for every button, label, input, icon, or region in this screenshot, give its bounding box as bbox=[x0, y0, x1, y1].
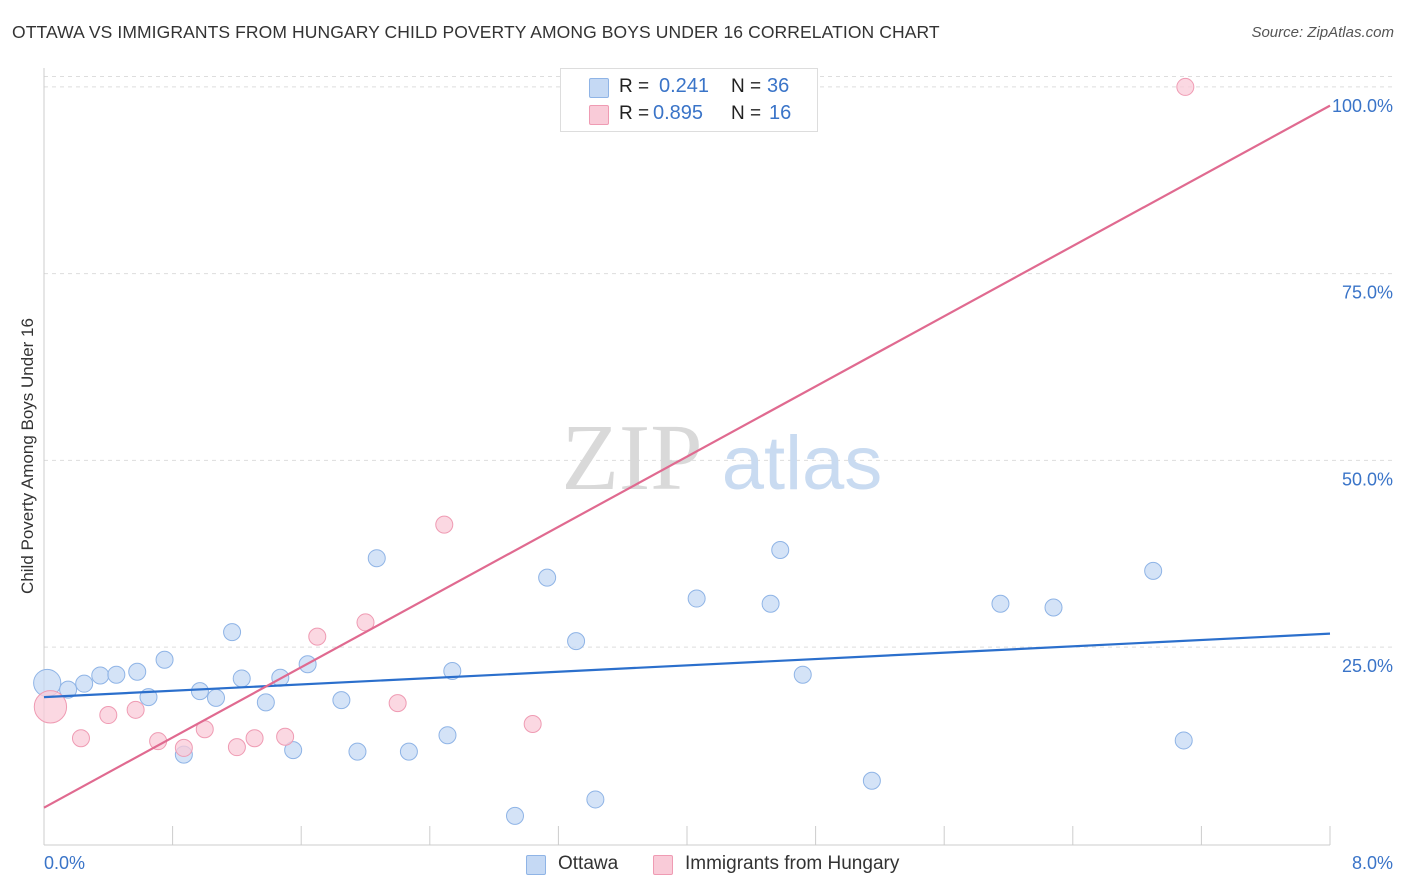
point-hungary bbox=[174, 738, 193, 757]
trend-layer bbox=[43, 104, 1331, 809]
point-ottawa bbox=[1044, 598, 1063, 617]
point-ottawa bbox=[991, 594, 1010, 613]
point-ottawa bbox=[567, 632, 586, 651]
x-tick-label-max: 8.0% bbox=[1352, 853, 1393, 873]
point-ottawa bbox=[761, 594, 780, 613]
point-hungary bbox=[388, 694, 407, 713]
point-ottawa bbox=[771, 540, 790, 559]
point-ottawa bbox=[232, 669, 251, 688]
point-ottawa bbox=[505, 806, 524, 825]
legend-n-value-ottawa: 36 bbox=[767, 75, 790, 97]
y-tick-label: 25.0% bbox=[1342, 656, 1393, 676]
legend-swatch-ottawa bbox=[589, 78, 609, 98]
y-tick-label: 100.0% bbox=[1332, 96, 1393, 116]
legend-n-label: N = bbox=[731, 76, 762, 97]
series-swatch-hungary bbox=[653, 855, 673, 875]
point-ottawa bbox=[223, 623, 242, 642]
point-hungary bbox=[308, 627, 327, 646]
point-ottawa bbox=[793, 665, 812, 684]
legend-r-value-ottawa: 0.241 bbox=[659, 75, 710, 97]
point-ottawa bbox=[438, 726, 457, 745]
source-label: Source: ZipAtlas.com bbox=[1251, 24, 1394, 41]
point-ottawa bbox=[91, 666, 110, 685]
legend-row-hungary: R = 0.895 N = 16 bbox=[561, 100, 817, 128]
point-hungary bbox=[1176, 77, 1195, 96]
trend-line-ottawa bbox=[43, 632, 1331, 699]
point-ottawa bbox=[348, 742, 367, 761]
legend-swatch-hungary bbox=[589, 105, 609, 125]
legend-r-value-hungary: 0.895 bbox=[653, 102, 704, 124]
series-swatch-ottawa bbox=[526, 855, 546, 875]
point-ottawa bbox=[59, 680, 78, 699]
stats-legend: R = 0.241 N = 36 R = 0.895 N = 16 bbox=[560, 68, 818, 132]
point-ottawa bbox=[284, 741, 303, 760]
point-hungary bbox=[99, 706, 118, 725]
point-ottawa bbox=[107, 665, 126, 684]
point-ottawa bbox=[155, 650, 174, 669]
point-ottawa bbox=[128, 662, 147, 681]
x-tick-label-min: 0.0% bbox=[44, 853, 85, 873]
point-ottawa bbox=[538, 568, 557, 587]
point-ottawa bbox=[190, 682, 209, 701]
chart-title: OTTAWA VS IMMIGRANTS FROM HUNGARY CHILD … bbox=[12, 22, 940, 42]
point-hungary bbox=[245, 729, 264, 748]
point-ottawa bbox=[443, 661, 462, 680]
grid-layer bbox=[44, 75, 1392, 648]
legend-n-value-hungary: 16 bbox=[769, 102, 792, 124]
point-hungary bbox=[523, 715, 542, 734]
series-label-hungary: Immigrants from Hungary bbox=[685, 853, 900, 874]
point-hungary bbox=[71, 729, 90, 748]
legend-row-ottawa: R = 0.241 N = 36 bbox=[561, 73, 817, 101]
point-hungary bbox=[276, 727, 295, 746]
point-ottawa bbox=[256, 693, 275, 712]
points-layer bbox=[33, 77, 1195, 825]
point-ottawa bbox=[1144, 561, 1163, 580]
legend-r-label: R = bbox=[619, 103, 650, 124]
point-ottawa bbox=[399, 742, 418, 761]
legend-r-label: R = bbox=[619, 76, 650, 97]
trend-line-hungary bbox=[43, 104, 1331, 809]
point-ottawa bbox=[687, 589, 706, 608]
point-ottawa bbox=[75, 674, 94, 693]
legend-n-label: N = bbox=[731, 103, 762, 124]
point-hungary bbox=[227, 738, 246, 757]
point-ottawa bbox=[1174, 731, 1193, 750]
point-hungary bbox=[126, 700, 145, 719]
watermark-zip: ZIP bbox=[562, 406, 703, 510]
labels-layer: 25.0% 50.0% 75.0% 100.0% 0.0% 8.0% bbox=[44, 96, 1393, 873]
point-hungary bbox=[435, 515, 454, 534]
point-ottawa bbox=[367, 549, 386, 568]
y-axis-label: Child Poverty Among Boys Under 16 bbox=[18, 318, 37, 594]
watermark: ZIP atlas bbox=[562, 406, 883, 510]
series-label-ottawa: Ottawa bbox=[558, 853, 619, 874]
point-ottawa bbox=[586, 790, 605, 809]
point-ottawa bbox=[207, 688, 226, 707]
point-ottawa bbox=[862, 771, 881, 790]
point-hungary bbox=[33, 690, 68, 724]
y-tick-label: 75.0% bbox=[1342, 283, 1393, 303]
y-tick-label: 50.0% bbox=[1342, 469, 1393, 489]
watermark-atlas: atlas bbox=[722, 421, 883, 506]
series-legend: Ottawa Immigrants from Hungary bbox=[0, 852, 1406, 878]
point-ottawa bbox=[332, 691, 351, 710]
